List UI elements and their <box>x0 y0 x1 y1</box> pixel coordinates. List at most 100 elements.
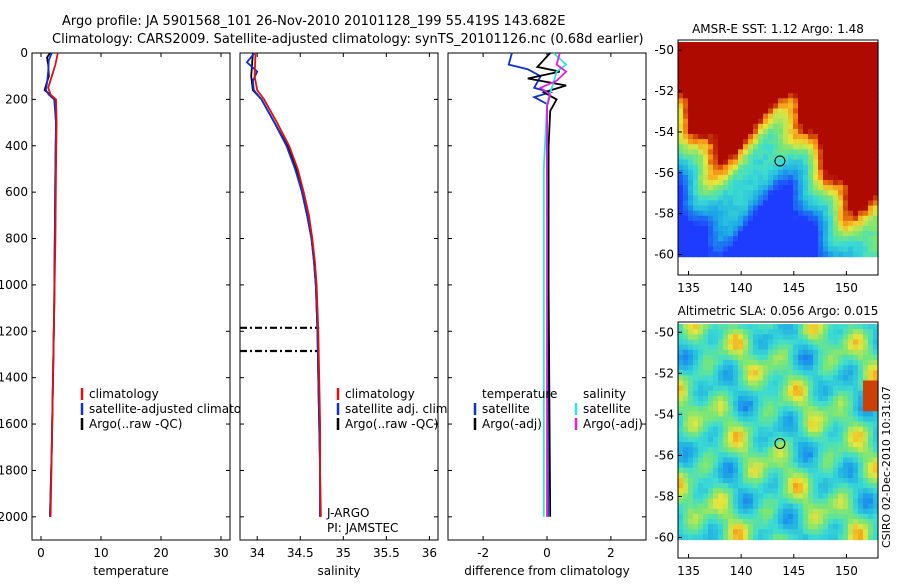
map-cell <box>723 220 729 227</box>
map-cell <box>853 128 859 135</box>
map-cell <box>763 534 769 541</box>
map-cell <box>763 123 769 130</box>
map-cell <box>808 113 814 120</box>
map-cell <box>763 62 769 69</box>
map-cell <box>683 164 689 171</box>
map-cell <box>858 154 864 161</box>
map-cell <box>873 159 879 166</box>
map-cell <box>778 144 784 150</box>
map-cell <box>713 108 719 115</box>
map-cell <box>723 447 729 453</box>
map-cell <box>778 93 784 99</box>
map-y-tick-label: -60 <box>654 248 674 262</box>
map-cell <box>753 128 759 135</box>
map-cell <box>778 220 784 227</box>
map-cell <box>873 123 879 130</box>
map-cell <box>748 406 754 412</box>
map-cell <box>863 164 869 171</box>
map-cell <box>678 103 684 110</box>
map-cell <box>858 113 864 120</box>
map-cell <box>843 503 849 510</box>
map-cell <box>823 401 829 407</box>
map-cell <box>843 128 849 135</box>
map-cell <box>703 134 709 140</box>
map-cell <box>733 457 739 464</box>
map-cell <box>823 436 829 443</box>
map-cell <box>728 103 734 110</box>
map-cell <box>693 67 699 74</box>
map-cell <box>763 395 769 402</box>
map-cell <box>703 426 709 433</box>
map-cell <box>808 472 814 479</box>
map-cell <box>863 534 869 541</box>
map-cell <box>733 185 739 191</box>
map-cell <box>768 251 774 258</box>
map-cell <box>808 375 814 382</box>
map-cell <box>683 390 689 397</box>
map-cell <box>763 67 769 74</box>
map-cell <box>683 67 689 74</box>
map-cell <box>743 88 749 94</box>
map-cell <box>808 436 814 443</box>
map-cell <box>853 93 859 99</box>
map-cell <box>743 488 749 494</box>
map-cell <box>678 447 684 453</box>
map-cell <box>718 462 724 469</box>
map-cell <box>838 108 844 115</box>
map-cell <box>743 493 749 500</box>
map-cell <box>733 251 739 258</box>
map-cell <box>818 452 824 459</box>
map-cell <box>708 385 714 392</box>
map-cell <box>833 251 839 258</box>
map-cell <box>813 339 819 346</box>
map-cell <box>853 225 859 232</box>
map-cell <box>823 47 829 53</box>
map-cell <box>728 123 734 130</box>
map-cell <box>863 390 869 397</box>
map-cell <box>868 339 874 346</box>
map-cell <box>788 205 794 212</box>
map-cell <box>763 113 769 120</box>
map-cell <box>818 128 824 135</box>
map-cell <box>788 442 794 448</box>
map-cell <box>803 42 809 48</box>
map-cell <box>793 169 799 176</box>
map-cell <box>743 195 749 202</box>
map-cell <box>803 57 809 64</box>
map-cell <box>798 329 804 335</box>
map-cell <box>808 395 814 402</box>
map-cell <box>738 359 744 366</box>
map-cell <box>678 200 684 207</box>
map-cell <box>843 447 849 453</box>
map-cell <box>803 329 809 335</box>
map-cell <box>708 390 714 397</box>
map-cell <box>863 205 869 212</box>
map-cell <box>763 472 769 479</box>
map-cell <box>818 457 824 464</box>
map-cell <box>793 134 799 140</box>
map-cell <box>853 390 859 397</box>
map-cell <box>803 67 809 74</box>
map-cell <box>788 108 794 115</box>
map-cell <box>783 82 789 89</box>
map-cell <box>678 236 684 242</box>
map-cell <box>843 200 849 207</box>
map-cell <box>693 179 699 186</box>
map-cell <box>858 401 864 407</box>
map-cell <box>833 488 839 494</box>
map-cell <box>863 113 869 120</box>
map-cell <box>748 128 754 135</box>
map-cell <box>748 529 754 535</box>
map-cell <box>853 42 859 48</box>
map-cell <box>733 462 739 469</box>
map-cell <box>828 246 834 253</box>
map-cell <box>798 251 804 258</box>
map-cell <box>838 447 844 453</box>
map-cell <box>818 174 824 181</box>
map-cell <box>763 185 769 191</box>
map-cell <box>738 103 744 110</box>
map-cell <box>773 241 779 247</box>
map-cell <box>733 93 739 99</box>
map-cell <box>683 195 689 202</box>
map-cell <box>758 179 764 186</box>
